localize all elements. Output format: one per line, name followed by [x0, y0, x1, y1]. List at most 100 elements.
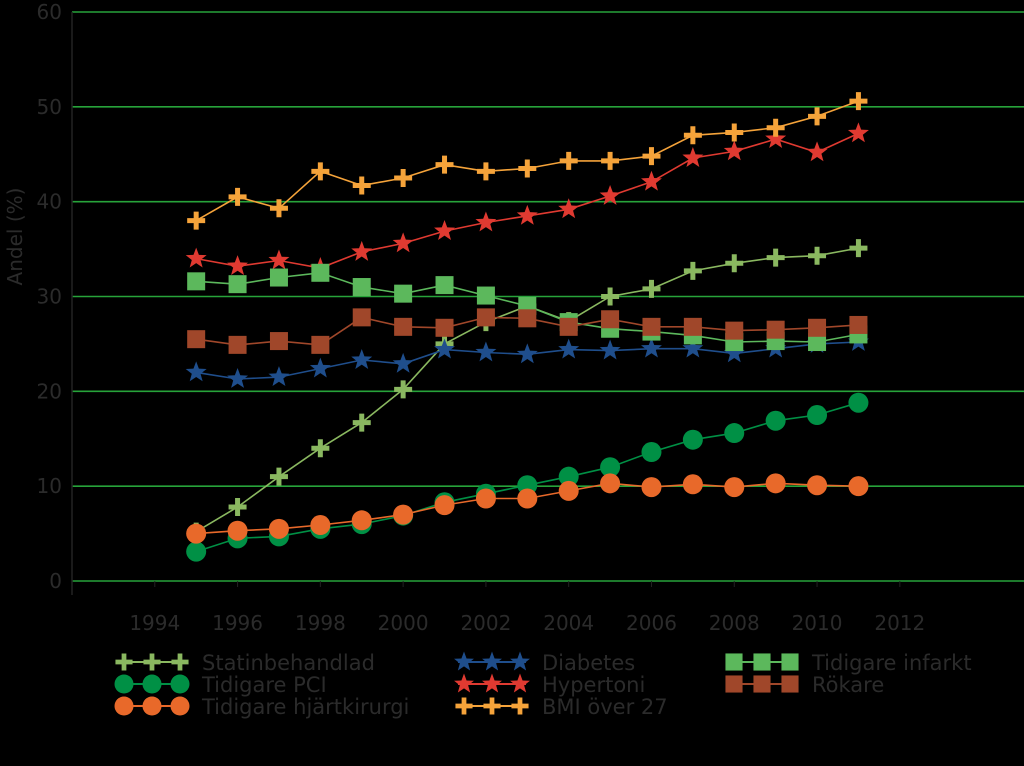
x-tick-label: 2002: [460, 611, 511, 635]
legend-marker: [781, 653, 799, 671]
data-point: [723, 342, 745, 363]
data-point: [642, 147, 661, 166]
legend-marker: [142, 674, 162, 694]
legend-marker: [115, 653, 133, 671]
data-point: [724, 423, 745, 444]
data-point: [848, 392, 869, 413]
legend-marker: [143, 653, 161, 671]
x-tick-label: 2012: [874, 611, 925, 635]
axes: 0 10 20 30 40 50 60 1994 1996 1998 2000 2002 2004 200…: [37, 0, 926, 635]
data-point: [351, 240, 373, 261]
data-point: [641, 170, 662, 191]
legend-item: BMI över 27: [455, 695, 668, 719]
data-point: [435, 318, 454, 337]
x-tick-label: 2006: [626, 611, 677, 635]
data-point: [185, 247, 207, 268]
data-point: [310, 515, 331, 536]
data-point: [641, 337, 662, 358]
series-5: [187, 92, 868, 230]
series-6: [187, 263, 868, 352]
data-point: [601, 310, 620, 329]
data-point: [393, 504, 414, 525]
legend-item: Hypertoni: [454, 673, 645, 697]
legend-marker: [170, 696, 190, 716]
data-point: [808, 333, 827, 352]
data-point: [848, 476, 869, 497]
y-tick-label: 60: [37, 0, 62, 24]
data-point: [394, 284, 413, 303]
legend-marker: [142, 696, 162, 716]
data-point: [725, 123, 744, 142]
x-tick-label: 1998: [295, 611, 346, 635]
legend-marker: [482, 673, 502, 693]
data-point: [352, 413, 371, 432]
data-point: [765, 473, 786, 494]
data-point: [475, 488, 496, 509]
data-point: [600, 473, 621, 494]
data-point: [849, 239, 868, 258]
legend-marker: [483, 697, 501, 715]
data-point: [311, 335, 330, 354]
data-point: [352, 176, 371, 195]
data-point: [268, 366, 290, 387]
data-point: [807, 405, 828, 426]
data-point: [765, 128, 787, 148]
data-point: [599, 184, 621, 205]
data-point: [600, 457, 621, 478]
data-point: [352, 308, 371, 327]
data-point: [228, 275, 247, 294]
series-layer: [185, 92, 869, 562]
data-point: [766, 320, 785, 339]
data-point: [434, 495, 455, 516]
data-point: [476, 308, 495, 327]
data-point: [311, 162, 330, 181]
data-point: [682, 147, 704, 167]
series-1: [186, 392, 869, 562]
legend-marker: [753, 653, 771, 671]
legend-label: Tidigare infarkt: [811, 651, 972, 675]
x-tick-label: 2010: [792, 611, 843, 635]
data-point: [558, 338, 580, 359]
legend-marker: [114, 696, 134, 716]
data-point: [558, 198, 580, 219]
y-tick-label: 20: [37, 379, 62, 403]
y-tick-label: 40: [37, 190, 62, 214]
data-point: [351, 349, 373, 369]
data-point: [227, 368, 249, 388]
data-point: [352, 278, 371, 297]
legend-label: Hypertoni: [542, 673, 645, 697]
data-point: [475, 211, 497, 232]
legend-marker: [170, 674, 190, 694]
data-point: [808, 246, 827, 265]
legend-label: Diabetes: [542, 651, 635, 675]
data-point: [765, 410, 786, 431]
data-point: [351, 510, 372, 531]
data-point: [228, 335, 247, 354]
legend-marker: [725, 675, 743, 693]
data-point: [187, 211, 206, 230]
y-axis-label: Andel (%): [3, 188, 27, 286]
data-point: [227, 255, 249, 276]
data-point: [724, 477, 745, 498]
data-point: [516, 204, 538, 225]
data-point: [434, 338, 455, 359]
data-point: [309, 357, 331, 378]
legend-item: Rökare: [725, 673, 884, 697]
x-tick-label: 2008: [709, 611, 760, 635]
data-point: [849, 315, 868, 334]
legend-marker: [511, 697, 529, 715]
data-point: [682, 429, 703, 450]
data-point: [268, 518, 289, 539]
legend-marker: [482, 651, 502, 671]
data-point: [228, 498, 247, 517]
data-point: [766, 118, 785, 137]
data-point: [476, 286, 495, 305]
data-point: [559, 317, 578, 336]
data-point: [808, 107, 827, 126]
x-tick-label: 1994: [129, 611, 180, 635]
series-line: [196, 132, 859, 269]
legend-label: Statinbehandlad: [202, 651, 375, 675]
data-point: [683, 126, 702, 145]
data-point: [186, 523, 207, 544]
